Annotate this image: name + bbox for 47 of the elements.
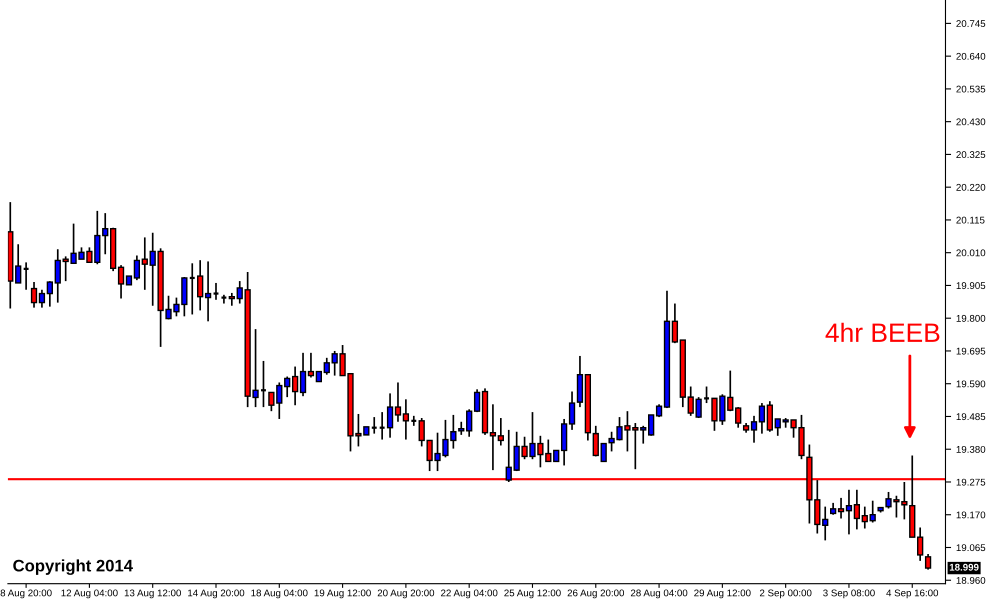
y-tick-label: 18.960 xyxy=(956,576,986,584)
x-tick-label: 2 Sep 00:00 xyxy=(760,589,812,598)
y-tick-label: 19.065 xyxy=(956,544,986,552)
y-tick-label: 20.220 xyxy=(956,184,986,191)
candlestick xyxy=(410,415,418,427)
y-tick-label: 20.430 xyxy=(956,118,986,126)
x-tick-label: 20 Aug 20:00 xyxy=(378,589,434,598)
y-tick-label: 20.115 xyxy=(956,216,985,224)
y-tick-label: 20.010 xyxy=(956,249,986,256)
y-tick-label: 19.905 xyxy=(956,282,986,290)
text: 18.999 xyxy=(950,564,979,571)
y-tick-label: 19.485 xyxy=(956,413,986,420)
x-tick-label: 14 Aug 20:00 xyxy=(188,589,244,598)
y-tick-label: 19.275 xyxy=(956,478,986,486)
candlestick xyxy=(370,416,378,434)
y-tick-label: 19.800 xyxy=(956,314,986,322)
annotation: Copyright 2014 xyxy=(13,559,133,575)
x-tick-label: 3 Sep 08:00 xyxy=(823,589,875,598)
candlestick xyxy=(924,553,932,570)
x-tick-label: 19 Aug 12:00 xyxy=(314,589,371,598)
y-tick-label: 19.380 xyxy=(956,446,986,453)
x-tick-label: 8 Aug 20:00 xyxy=(0,589,52,598)
y-tick-label: 20.640 xyxy=(956,52,986,60)
candlestick xyxy=(30,281,38,308)
candlestick xyxy=(378,411,386,440)
x-tick-label: 18 Aug 04:00 xyxy=(251,589,308,598)
x-tick-label: 28 Aug 04:00 xyxy=(630,589,688,598)
y-tick-label: 20.745 xyxy=(956,20,986,28)
annotation: 4hr BEEB xyxy=(826,322,940,342)
x-tick-label: 29 Aug 12:00 xyxy=(694,589,751,598)
x-tick-label: 25 Aug 12:00 xyxy=(504,589,561,598)
candlestick xyxy=(742,422,750,434)
y-tick-label: 19.590 xyxy=(956,380,986,388)
candlestick xyxy=(386,392,394,439)
x-tick-label: 22 Aug 04:00 xyxy=(441,589,498,598)
candlestick xyxy=(78,246,85,260)
candlestick xyxy=(22,262,30,291)
y-tick-label: 20.325 xyxy=(956,151,986,158)
x-tick-label: 12 Aug 04:00 xyxy=(61,589,118,598)
y-tick-label: 20.535 xyxy=(956,86,986,93)
candlestick xyxy=(750,415,758,444)
x-tick-label: 13 Aug 12:00 xyxy=(124,589,181,598)
candlestick xyxy=(616,416,623,442)
x-tick-label: 4 Sep 16:00 xyxy=(886,589,938,598)
y-tick-label: 19.695 xyxy=(956,348,986,355)
y-tick-label: 19.170 xyxy=(956,511,986,518)
x-tick-label: 26 Aug 20:00 xyxy=(568,589,624,598)
